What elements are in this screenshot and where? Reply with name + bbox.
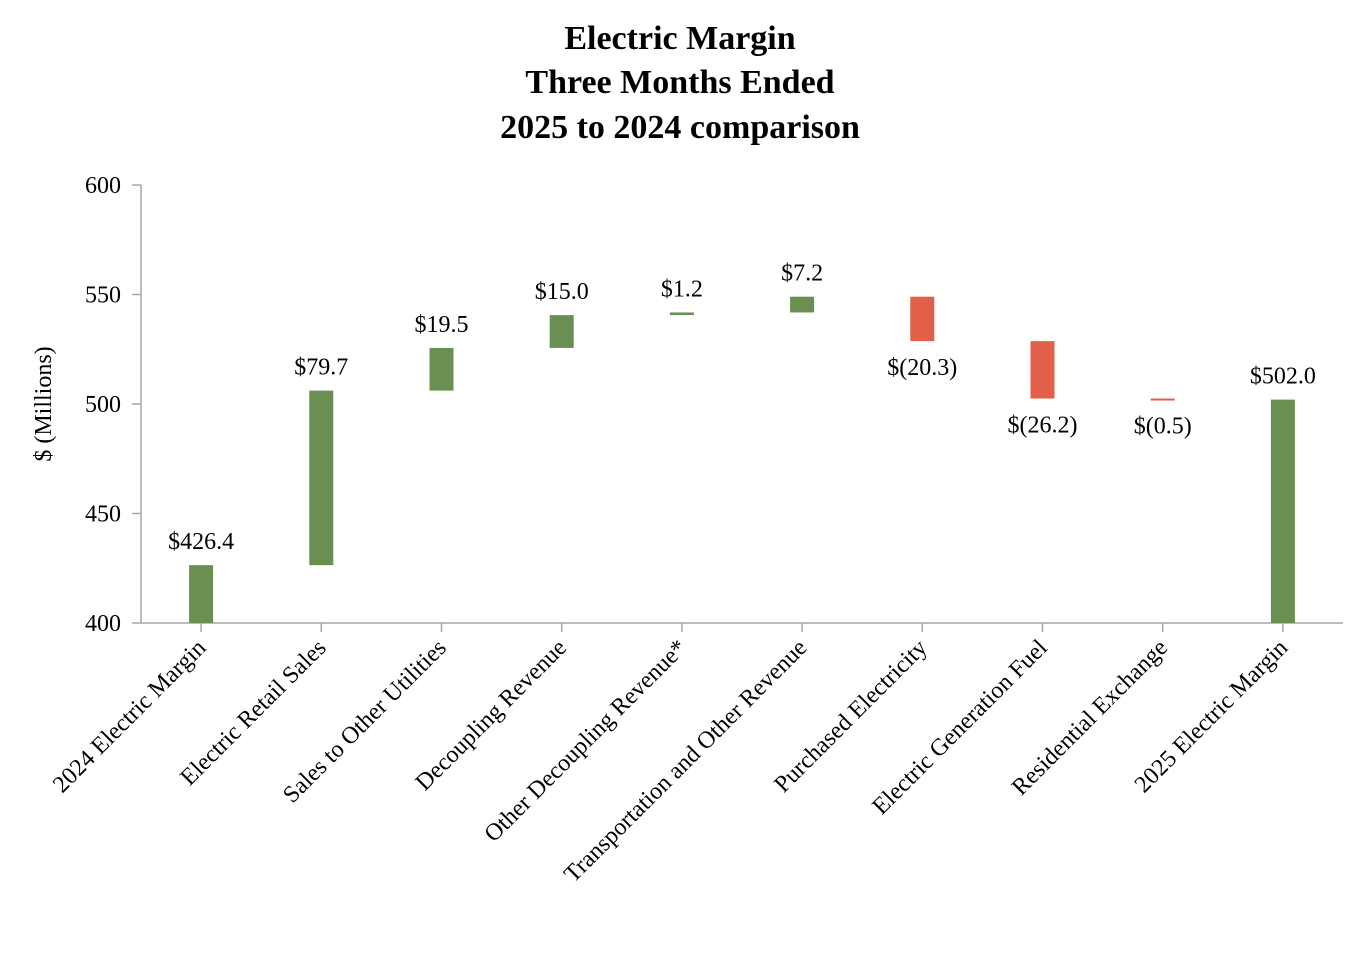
data-label: $426.4	[168, 529, 234, 555]
bars	[189, 296, 1295, 623]
data-labels: $426.4 $79.7 $19.5 $15.0 $1.2 $7.2 $(20.3) $(26…	[168, 261, 1316, 555]
chart-title-line-2: Three Months Ended	[525, 64, 834, 101]
data-label: $(26.2)	[1008, 413, 1078, 439]
data-label: $19.5	[415, 312, 469, 338]
bar-7	[1030, 341, 1055, 399]
y-tick-label: 450	[85, 502, 121, 528]
bar-8	[1150, 398, 1175, 401]
y-tick-label: 500	[85, 392, 121, 418]
data-label: $(20.3)	[887, 355, 957, 381]
y-axis-title: $ (Millions)	[31, 346, 57, 461]
data-label: $(0.5)	[1134, 414, 1192, 440]
y-tick-label: 600	[85, 173, 121, 199]
data-label: $79.7	[294, 355, 348, 381]
y-tick-label: 400	[85, 611, 121, 637]
x-category-label: Transportation and Other Revenue	[559, 635, 812, 888]
data-label: $502.0	[1250, 364, 1316, 390]
data-label: $1.2	[661, 276, 703, 302]
data-label: $15.0	[535, 279, 589, 305]
bar-3	[549, 315, 574, 348]
chart-title: Electric Margin Three Months Ended 2025 …	[500, 20, 860, 146]
data-label: $7.2	[781, 261, 823, 287]
axes: 400 450 500 550 600	[85, 173, 1343, 637]
chart-title-line-3: 2025 to 2024 comparison	[500, 109, 860, 146]
chart-title-line-1: Electric Margin	[564, 20, 795, 57]
bar-1	[309, 390, 334, 566]
bar-4	[669, 312, 694, 316]
y-tick-label: 550	[85, 283, 121, 309]
bar-0	[189, 565, 214, 623]
bar-2	[429, 347, 454, 391]
bar-9	[1270, 399, 1295, 623]
bar-5	[790, 296, 815, 313]
x-category-label: Other Decoupling Revenue*	[480, 635, 693, 848]
bar-6	[910, 296, 935, 342]
